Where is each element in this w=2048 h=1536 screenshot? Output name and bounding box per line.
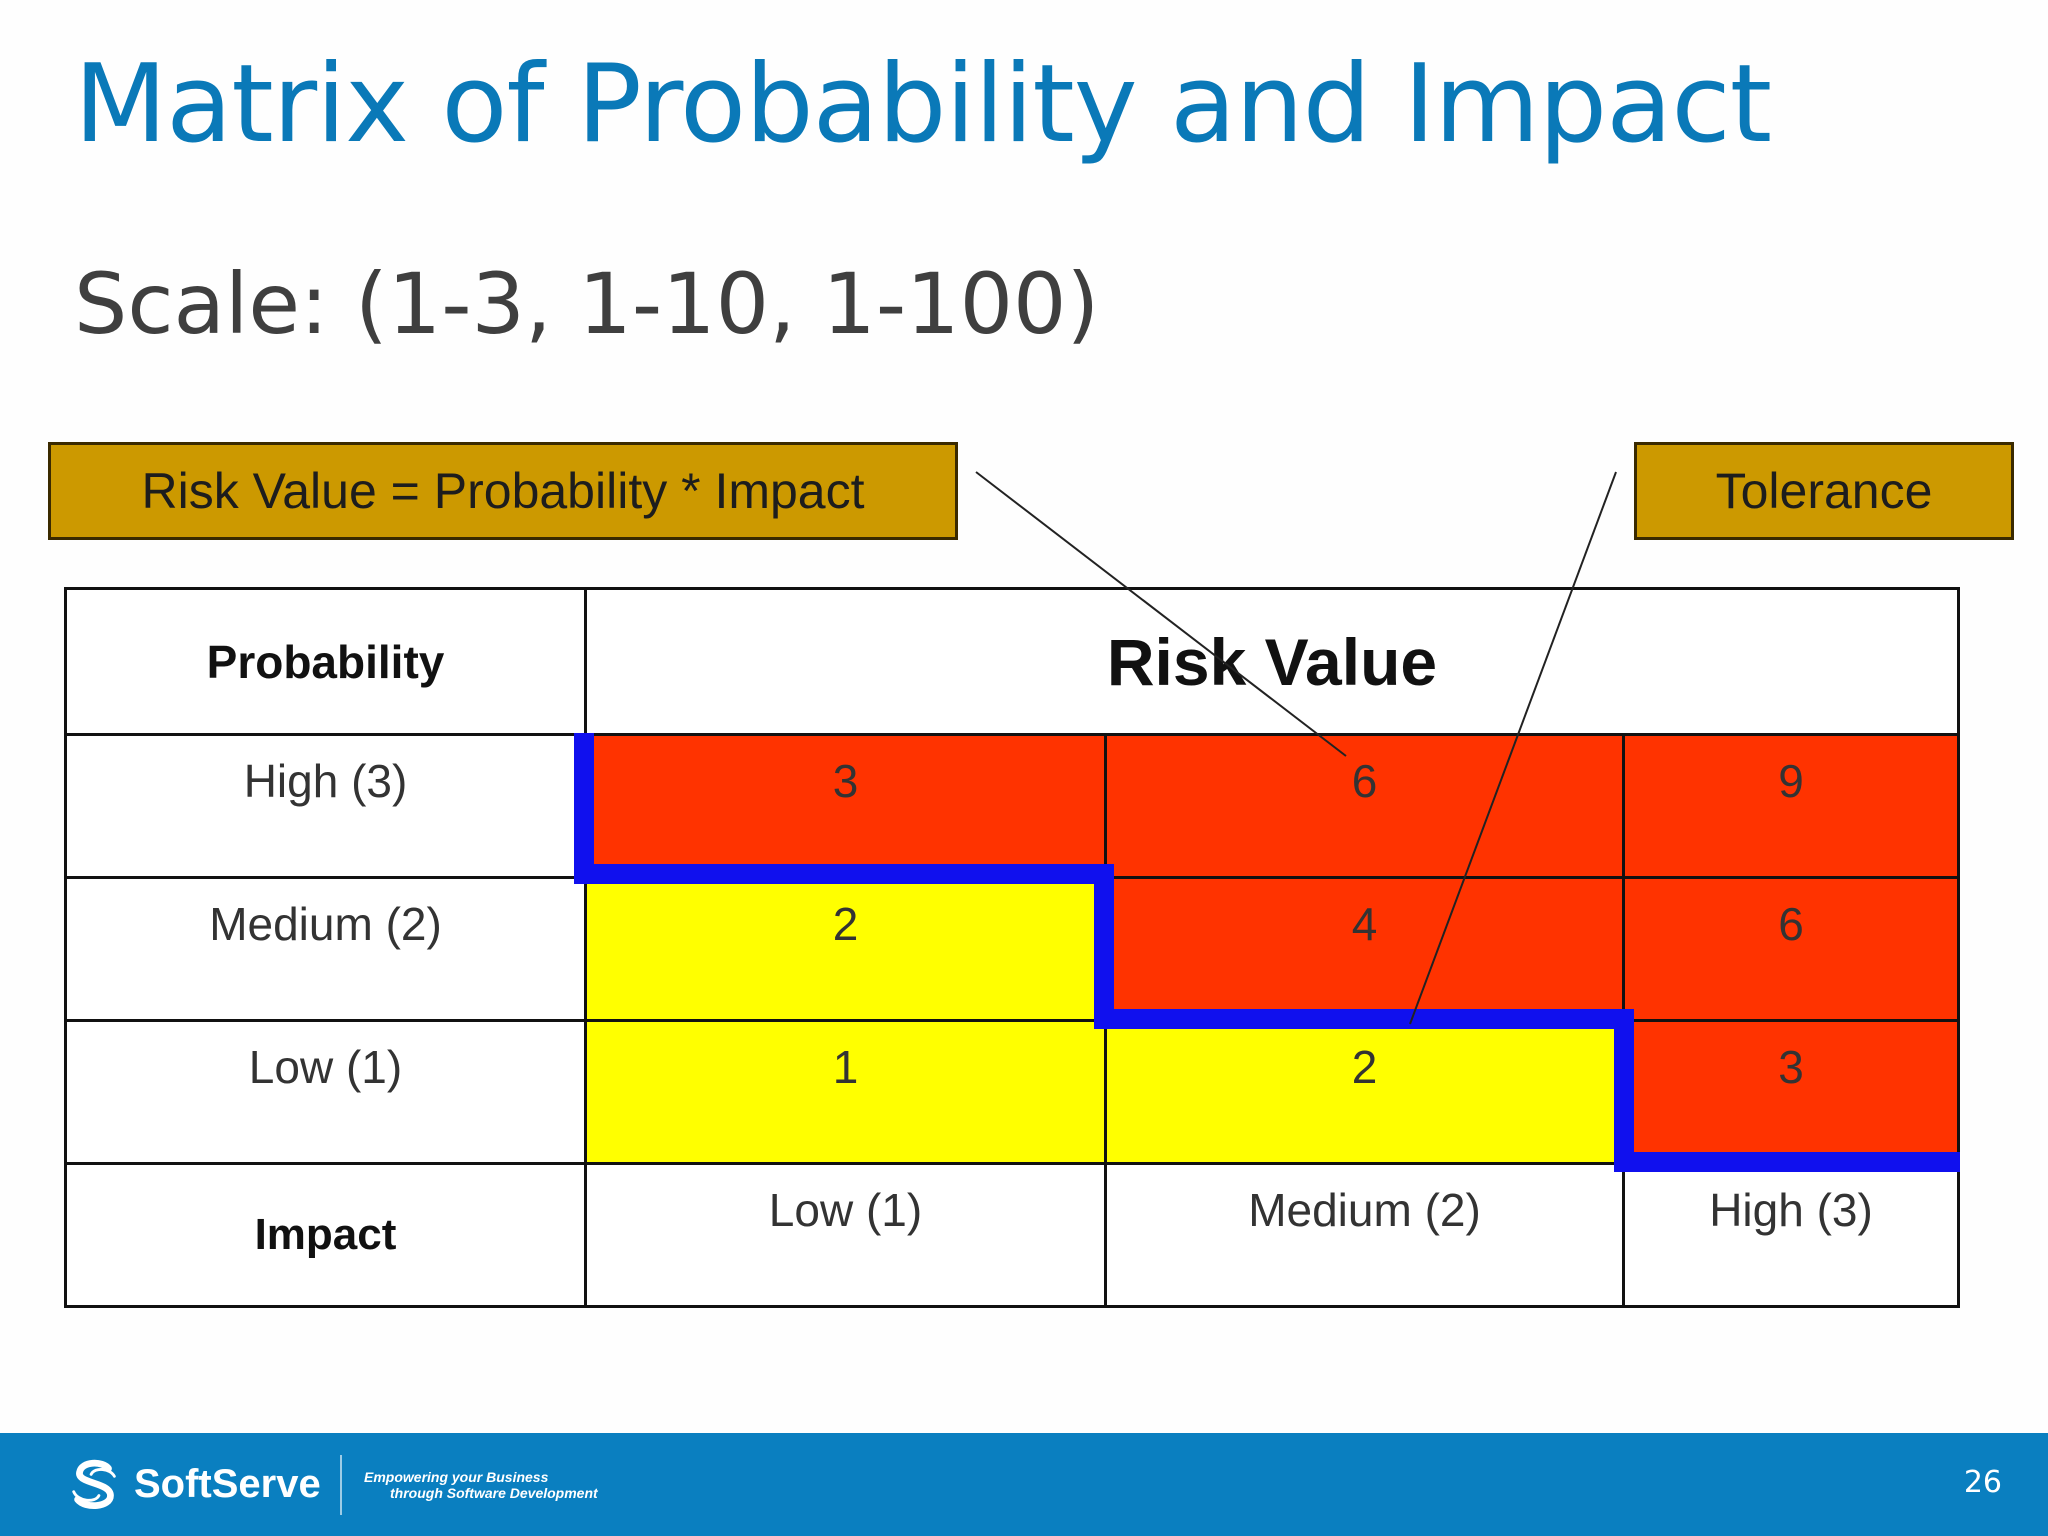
tolerance-line-segment (1614, 1009, 1634, 1165)
row-label-medium: Medium (2) (64, 876, 587, 1022)
probability-header: Probability (64, 587, 587, 736)
impact-level-high: High (3) (1622, 1162, 1960, 1308)
risk-cell-low-high: 3 (1622, 1019, 1960, 1165)
softserve-logo-icon (72, 1459, 116, 1509)
impact-level-low: Low (1) (584, 1162, 1107, 1308)
tolerance-line-segment (574, 864, 1114, 884)
footer-bar: SoftServe Empowering your Business throu… (0, 1433, 2048, 1536)
risk-cell-medium-medium: 4 (1104, 876, 1625, 1022)
risk-cell-medium-low: 2 (584, 876, 1107, 1022)
impact-header: Impact (64, 1162, 587, 1308)
risk-cell-high-high: 9 (1622, 733, 1960, 879)
brand-tagline: Empowering your Business through Softwar… (364, 1469, 598, 1501)
formula-callout: Risk Value = Probability * Impact (48, 442, 958, 540)
brand-name: SoftServe (134, 1461, 321, 1506)
slide-subtitle: Scale: (1-3, 1-10, 1-100) (74, 255, 1100, 353)
brand-logo: SoftServe (66, 1455, 321, 1513)
risk-cell-low-medium: 2 (1104, 1019, 1625, 1165)
risk-cell-low-low: 1 (584, 1019, 1107, 1165)
tolerance-callout: Tolerance (1634, 442, 2014, 540)
risk-cell-medium-high: 6 (1622, 876, 1960, 1022)
risk-cell-high-low: 3 (584, 733, 1107, 879)
footer-divider (340, 1455, 342, 1515)
slide-title: Matrix of Probability and Impact (74, 42, 1772, 167)
impact-level-medium: Medium (2) (1104, 1162, 1625, 1308)
tagline-line-2: through Software Development (390, 1485, 598, 1501)
row-label-low: Low (1) (64, 1019, 587, 1165)
tolerance-line-segment (1094, 1009, 1628, 1029)
tolerance-line-segment (574, 733, 594, 875)
risk-cell-high-medium: 6 (1104, 733, 1625, 879)
page-number: 26 (1963, 1465, 2002, 1500)
row-label-high: High (3) (64, 733, 587, 879)
tolerance-line-segment (1094, 864, 1114, 1020)
risk-value-header: Risk Value (584, 587, 1960, 736)
tolerance-line-segment (1614, 1152, 1960, 1172)
tagline-line-1: Empowering your Business (364, 1469, 549, 1485)
